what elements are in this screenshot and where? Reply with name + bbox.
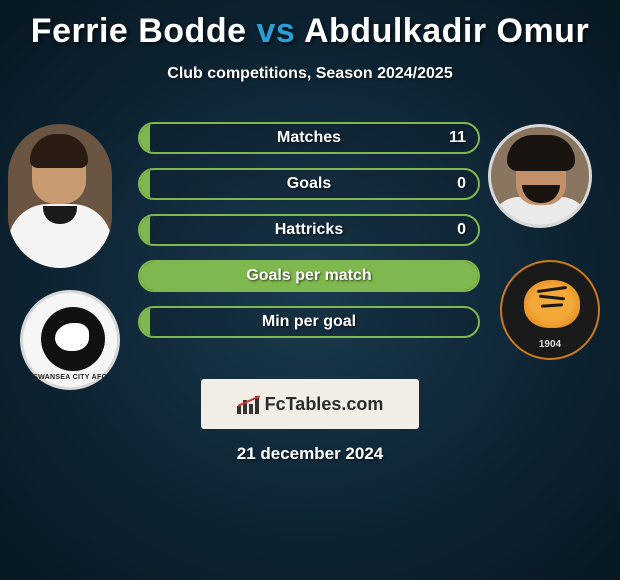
stat-label: Min per goal [140,308,478,336]
player2-club-year: 1904 [502,339,598,350]
date-label: 21 december 2024 [0,444,620,464]
stats-bars: Matches 11 Goals 0 Hattricks 0 Goals per… [138,122,480,352]
stat-label: Hattricks [140,216,478,244]
stat-row-min-per-goal: Min per goal [138,306,480,338]
stat-value: 0 [457,216,466,244]
player2-name: Abdulkadir Omur [304,12,589,50]
player2-photo [488,124,592,228]
stat-label: Goals [140,170,478,198]
stat-row-hattricks: Hattricks 0 [138,214,480,246]
stat-fill [140,216,150,244]
stat-row-matches: Matches 11 [138,122,480,154]
player1-name: Ferrie Bodde [31,12,247,50]
stat-fill [140,262,478,290]
branding-text: FcTables.com [265,394,384,415]
stat-row-goals-per-match: Goals per match [138,260,480,292]
player1-club-text: SWANSEA CITY AFC [23,374,117,381]
stat-value: 0 [457,170,466,198]
branding-badge: FcTables.com [201,379,419,429]
stat-label: Matches [140,124,478,152]
fctables-icon [237,394,261,414]
vs-label: vs [256,12,295,50]
player2-club-logo: 1904 [500,260,600,360]
stat-row-goals: Goals 0 [138,168,480,200]
subtitle: Club competitions, Season 2024/2025 [0,65,620,83]
stat-fill [140,170,150,198]
player1-club-logo: SWANSEA CITY AFC [20,290,120,390]
comparison-title: Ferrie Bodde vs Abdulkadir Omur [0,0,620,51]
stat-value: 11 [449,124,466,152]
stat-fill [140,308,150,336]
player1-photo [8,124,112,268]
stat-fill [140,124,150,152]
